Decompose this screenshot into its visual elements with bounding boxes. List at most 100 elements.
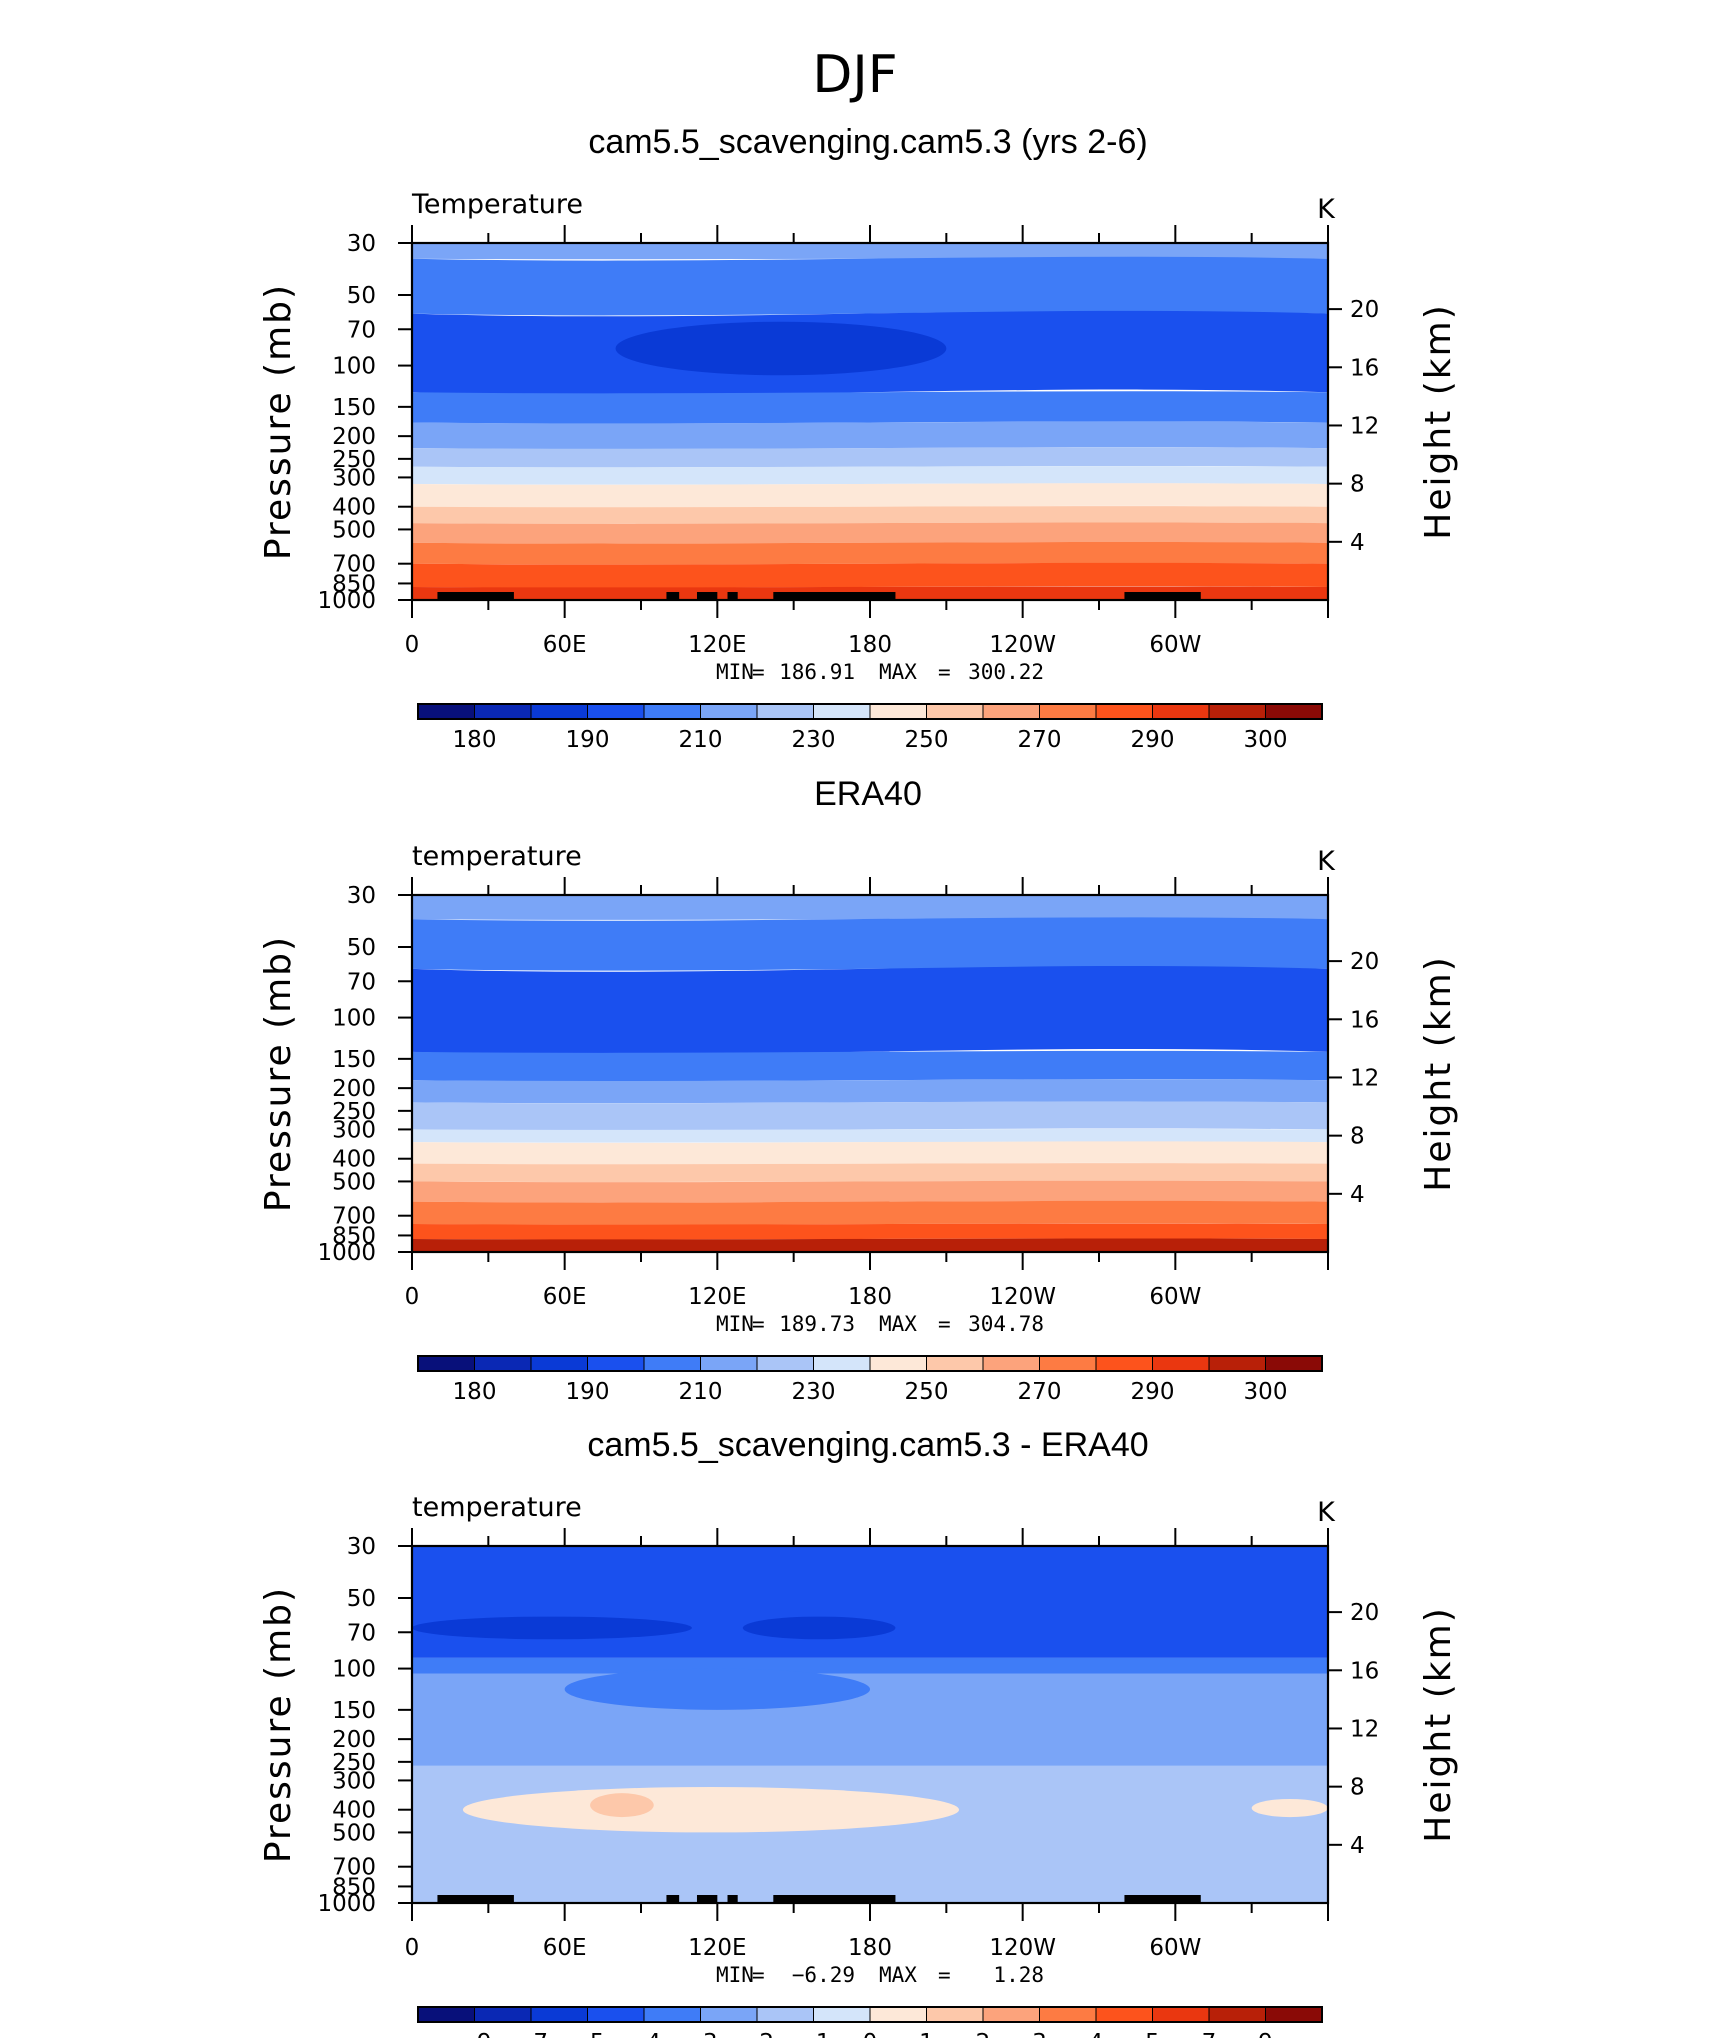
pressure-tick-label: 850 [332,571,376,597]
pressure-axis-title: Pressure (mb) [258,1586,299,1863]
height-tick-label: 20 [1350,949,1379,975]
colorbar-swatch [1095,1355,1153,1372]
height-tick-label: 4 [1350,530,1365,556]
pressure-tick-label: 150 [332,1047,376,1073]
colorbar-label: 230 [792,727,836,753]
colorbar-swatch [1039,703,1097,720]
topography-block [666,592,680,600]
colorbar-label: −2 [740,2030,774,2038]
panel-units-label: K [1317,1497,1336,1528]
lon-tick-label: 0 [405,1284,420,1310]
colorbar-swatch [587,2006,645,2023]
lon-tick-label: 120E [688,632,746,658]
colorbar-swatch [756,1355,814,1372]
stat-min-label: MIN [716,1312,754,1336]
colorbar-swatch [982,2006,1040,2023]
colorbar-swatch [813,1355,871,1372]
topography-block [666,1895,680,1903]
stat-min-label: MIN [716,660,754,684]
colorbar-swatch [1208,1355,1266,1372]
pressure-tick-label: 250 [332,447,376,473]
colorbar-swatch [869,703,927,720]
stat-eq: = [938,1963,951,1987]
contour-band [412,1657,1328,1674]
contour-band [412,391,1328,424]
topography-block [437,592,514,600]
colorbar-swatch [926,703,984,720]
colorbar-label: 5 [1145,2030,1160,2038]
pressure-tick-label: 400 [332,1147,376,1173]
pressure-tick-label: 1000 [317,1891,376,1917]
colorbar-swatch [1208,703,1266,720]
colorbar-label: 210 [679,1379,723,1405]
pressure-tick-label: 400 [332,495,376,521]
colorbar-label: −7 [514,2030,548,2038]
colorbar-label: 230 [792,1379,836,1405]
colorbar-swatch [700,2006,758,2023]
topography-block [727,1895,738,1903]
pressure-tick-label: 500 [332,1820,376,1846]
colorbar-frame [417,703,1323,720]
colorbar-swatch [530,703,588,720]
lon-tick-label: 180 [848,1935,892,1961]
contour-warm_patch [1251,1798,1328,1818]
colorbar-swatch [530,2006,588,2023]
topography-block [1124,1895,1201,1903]
topography-block [483,1895,514,1903]
colorbar-label: 0 [863,2030,878,2038]
pressure-tick-label: 30 [347,883,376,909]
topography-block [483,592,514,600]
colorbar-swatch [982,703,1040,720]
pressure-tick-label: 200 [332,1727,376,1753]
stat-eq: = [938,1312,951,1336]
colorbar-label: −3 [684,2030,718,2038]
stat-max-label: MAX [879,660,917,684]
colorbar-swatch [1265,703,1323,720]
pressure-tick-label: 100 [332,354,376,380]
pressure-tick-label: 30 [347,231,376,257]
stat-min-value: −6.29 [792,1963,855,1987]
lon-tick-label: 60W [1149,1284,1201,1310]
colorbar-label: 190 [566,1379,610,1405]
colorbar-swatch [643,2006,701,2023]
lon-tick-label: 60E [543,1935,587,1961]
stat-max-value: 1.28 [993,1963,1044,1987]
stat-min-label: MIN [716,1963,754,1987]
contour-band [412,1223,1328,1240]
colorbar-label: 270 [1018,1379,1062,1405]
pressure-tick-label: 300 [332,465,376,491]
pressure-tick-label: 300 [332,1117,376,1143]
lon-tick-label: 0 [405,1935,420,1961]
contour-band [412,1050,1328,1082]
pressure-axis-title: Pressure (mb) [258,283,299,560]
panel-title: ERA40 [814,775,922,813]
colorbar-swatch [643,703,701,720]
pressure-tick-label: 1000 [317,1240,376,1266]
height-tick-label: 16 [1350,1007,1379,1033]
lon-tick-label: 120W [989,1935,1056,1961]
contour-band [412,1101,1328,1131]
stat-eq: = [938,660,951,684]
lon-tick-label: 120W [989,1284,1056,1310]
pressure-tick-label: 700 [332,1855,376,1881]
colorbar-swatch [700,703,758,720]
contour-band [412,421,1328,450]
lon-tick-label: 60E [543,1284,587,1310]
colorbar-swatch [417,1355,475,1372]
panel-0-model: cam5.5_scavenging.cam5.3 (yrs 2-6)Temper… [258,123,1459,753]
colorbar-label: 300 [1244,1379,1288,1405]
height-tick-label: 8 [1350,1775,1365,1801]
pressure-axis-title: Pressure (mb) [258,935,299,1212]
colorbar-label: 290 [1131,1379,1175,1405]
height-tick-label: 20 [1350,297,1379,323]
pressure-tick-label: 100 [332,1006,376,1032]
lon-tick-label: 120E [688,1284,746,1310]
lon-tick-label: 120W [989,632,1056,658]
colorbar-swatch [474,1355,532,1372]
contour-band [412,562,1328,588]
stat-eq: = [752,1312,765,1336]
plot-area [412,895,1328,1252]
panel-units-label: K [1317,194,1336,225]
contour-band [412,522,1328,544]
lon-tick-label: 60W [1149,1935,1201,1961]
